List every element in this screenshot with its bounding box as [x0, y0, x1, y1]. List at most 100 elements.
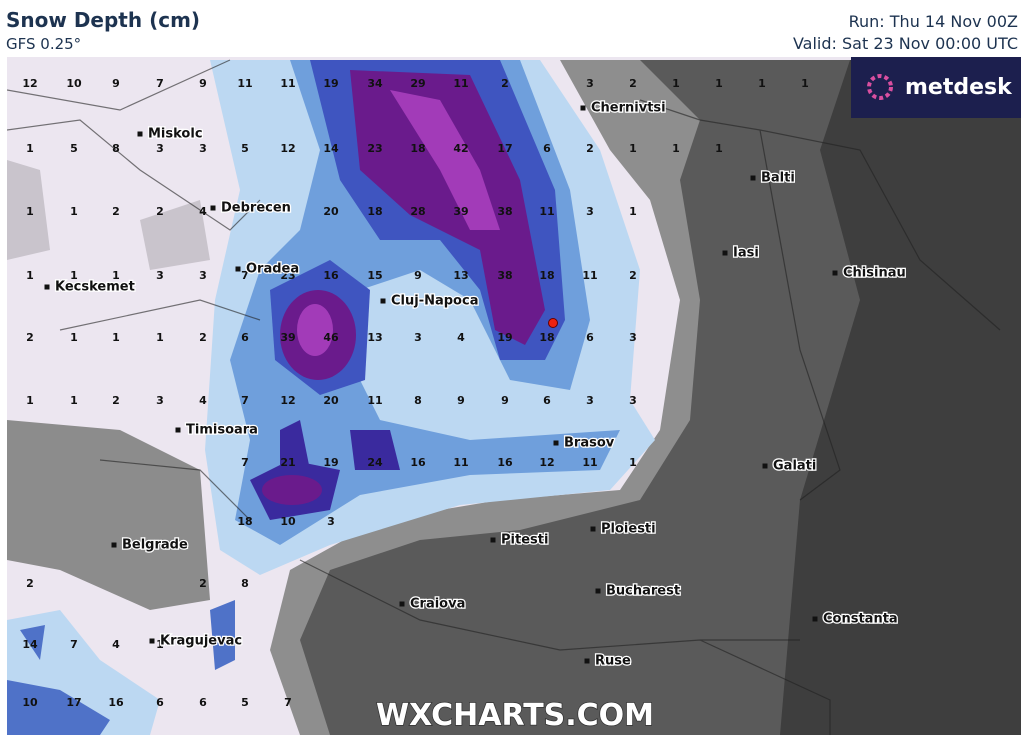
snow-depth-label: 7: [241, 269, 249, 282]
snow-depth-label: 24: [367, 456, 383, 469]
snow-depth-label: 3: [586, 394, 594, 407]
snow-depth-label: 28: [410, 205, 425, 218]
snow-depth-label: 10: [66, 77, 82, 90]
snow-depth-label: 20: [323, 394, 339, 407]
snow-depth-label: 14: [323, 142, 339, 155]
snow-depth-label: 9: [457, 394, 465, 407]
snow-depth-label: 18: [410, 142, 425, 155]
city-marker: [380, 298, 386, 304]
snow-depth-label: 6: [156, 696, 164, 709]
snow-depth-label: 6: [586, 331, 594, 344]
location-marker: [548, 318, 558, 328]
snow-depth-label: 1: [629, 456, 637, 469]
snow-depth-label: 1: [629, 205, 637, 218]
snow-depth-label: 39: [280, 331, 295, 344]
city-marker: [175, 427, 181, 433]
snow-depth-label: 13: [367, 331, 382, 344]
snow-depth-label: 19: [323, 77, 338, 90]
snow-depth-label: 7: [70, 638, 78, 651]
snow-depth-label: 3: [199, 142, 207, 155]
snow-depth-label: 2: [586, 142, 594, 155]
snow-depth-label: 2: [112, 394, 120, 407]
city-label: Kecskemet: [55, 280, 135, 295]
city-marker: [722, 250, 728, 256]
snow-depth-label: 8: [414, 394, 422, 407]
snow-depth-label: 11: [367, 394, 382, 407]
snow-depth-label: 1: [70, 394, 78, 407]
snow-depth-label: 34: [367, 77, 383, 90]
city-marker: [553, 440, 559, 446]
city-marker: [210, 205, 216, 211]
snow-depth-label: 12: [22, 77, 37, 90]
city-label: Chisinau: [843, 266, 906, 281]
subtitle: GFS 0.25°: [6, 35, 81, 53]
run: Run: Thu 14 Nov 00Z: [849, 12, 1018, 31]
snow-depth-label: 1: [26, 142, 34, 155]
snow-depth-label: 3: [156, 269, 164, 282]
snow-depth-label: 18: [539, 269, 554, 282]
snow-depth-label: 14: [22, 638, 38, 651]
city-label: Brasov: [564, 436, 615, 451]
snow-depth-label: 1: [26, 205, 34, 218]
snow-depth-label: 18: [237, 515, 252, 528]
snow-depth-label: 18: [367, 205, 382, 218]
snow-depth-label: 2: [629, 77, 637, 90]
logo-text: metdesk: [905, 75, 1013, 100]
title: Snow Depth (cm): [6, 8, 200, 32]
city-label: Kragujevac: [160, 634, 242, 649]
snow-depth-label: 1: [70, 205, 78, 218]
snow-depth-label: 1: [112, 331, 120, 344]
snow-depth-label: 9: [501, 394, 509, 407]
city-marker: [595, 588, 601, 594]
snow-depth-label: 3: [586, 77, 594, 90]
snow-depth-label: 11: [280, 77, 295, 90]
snow-depth-label: 4: [457, 331, 465, 344]
snow-depth-label: 29: [410, 77, 425, 90]
snow-depth-label: 2: [199, 331, 207, 344]
snow-depth-label: 4: [199, 205, 207, 218]
snow-depth-label: 3: [629, 394, 637, 407]
city-label: Belgrade: [122, 538, 188, 553]
snow-depth-label: 11: [453, 456, 468, 469]
snow-depth-label: 8: [241, 577, 249, 590]
snow-depth-label: 5: [70, 142, 78, 155]
snow-depth-label: 38: [497, 205, 512, 218]
snow-depth-label: 8: [112, 142, 120, 155]
snow-depth-label: 4: [199, 394, 207, 407]
snow-depth-label: 1: [715, 142, 723, 155]
snow-depth-label: 12: [280, 142, 295, 155]
snow-depth-label: 5: [241, 696, 249, 709]
snow-depth-label: 17: [66, 696, 81, 709]
snow-depth-label: 18: [539, 331, 554, 344]
city-label: Craiova: [410, 597, 465, 612]
watermark: WXCHARTS.COM: [376, 698, 654, 733]
snow-depth-label: 20: [323, 205, 339, 218]
snow-depth-label: 10: [22, 696, 38, 709]
snow-depth-label: 3: [199, 269, 207, 282]
city-label: Cluj-Napoca: [391, 294, 478, 309]
snow-depth-label: 3: [327, 515, 335, 528]
city-marker: [44, 284, 50, 290]
city-label: Timisoara: [186, 423, 258, 438]
snow-depth-label: 15: [367, 269, 382, 282]
snow-depth-label: 23: [367, 142, 382, 155]
snow-depth-label: 7: [241, 456, 249, 469]
snow-depth-label: 1: [672, 142, 680, 155]
snow-depth-label: 2: [501, 77, 509, 90]
city-label: Galati: [773, 459, 816, 474]
city-marker: [137, 131, 143, 137]
snow-depth-label: 1: [629, 142, 637, 155]
city-label: Constanta: [823, 612, 898, 627]
city-label: Oradea: [246, 262, 299, 277]
snow-depth-label: 12: [539, 456, 554, 469]
snow-depth-label: 21: [280, 456, 295, 469]
snow-depth-label: 11: [539, 205, 554, 218]
city-marker: [490, 537, 496, 543]
snow-depth-label: 3: [586, 205, 594, 218]
snow-depth-label: 10: [280, 515, 296, 528]
snow-depth-label: 5: [241, 142, 249, 155]
snow-depth-label: 17: [497, 142, 512, 155]
snow-depth-label: 38: [497, 269, 512, 282]
snow-depth-label: 9: [414, 269, 422, 282]
snow-depth-label: 19: [497, 331, 512, 344]
